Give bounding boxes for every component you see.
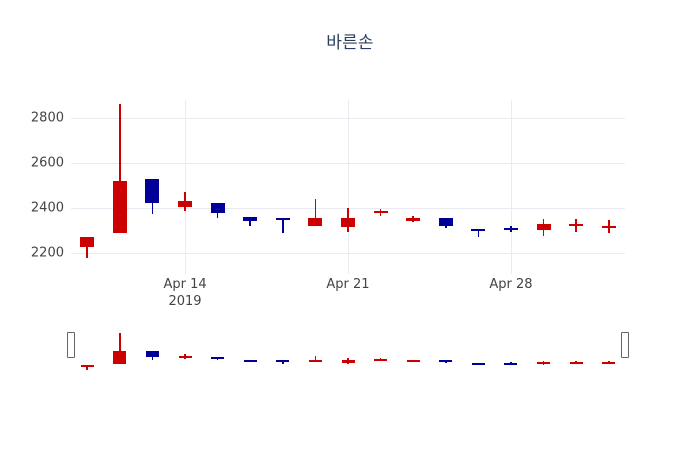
x-axis-tick-label: Apr 28 — [489, 277, 533, 292]
candlestick-bearish[interactable] — [210, 203, 225, 218]
y-axis-tick-label: 2200 — [30, 245, 64, 261]
candle-wick — [119, 333, 121, 365]
candlestick-bullish[interactable] — [373, 208, 388, 216]
candlestick-bearish[interactable] — [243, 216, 258, 226]
candlestick-bullish[interactable] — [569, 218, 584, 233]
candle-body — [504, 362, 518, 365]
candle-body — [276, 360, 290, 363]
candlestick-bullish[interactable] — [80, 236, 95, 259]
candle-body — [243, 216, 258, 222]
candle-body — [438, 217, 453, 226]
candlestick-bullish[interactable] — [308, 198, 323, 226]
candle-body — [113, 351, 127, 365]
candle-body — [308, 360, 322, 363]
range-end-handle[interactable] — [621, 332, 629, 358]
candlestick-bearish[interactable] — [471, 363, 485, 365]
candle-body — [145, 350, 159, 357]
candlestick-bullish[interactable] — [569, 360, 583, 364]
y-axis-tick-label: 2600 — [30, 155, 64, 171]
candle-body — [243, 360, 257, 362]
candlestick-bearish[interactable] — [275, 217, 290, 234]
candle-body — [537, 361, 551, 364]
candlestick-bullish[interactable] — [113, 333, 127, 365]
candle-body — [536, 224, 551, 231]
candle-body — [80, 236, 95, 247]
candlestick-bearish[interactable] — [438, 217, 453, 228]
candle-body — [503, 227, 518, 231]
candle-body — [112, 180, 127, 234]
candle-body — [601, 225, 616, 228]
candle-body — [602, 362, 616, 365]
candlestick-bullish[interactable] — [602, 360, 616, 365]
candle-wick — [314, 198, 317, 226]
candlestick-bullish[interactable] — [536, 218, 551, 236]
candlestick-bullish[interactable] — [537, 360, 551, 365]
candle-body — [210, 203, 225, 214]
candle-wick — [282, 217, 284, 234]
candlestick-bullish[interactable] — [341, 207, 355, 233]
candle-wick — [282, 360, 284, 365]
main-plot-area[interactable] — [71, 100, 625, 274]
chart-title: 바른손 — [326, 33, 374, 53]
gridline-vertical — [348, 100, 349, 274]
candlestick-bullish[interactable] — [112, 104, 127, 234]
candle-wick — [477, 228, 480, 237]
range-slider[interactable] — [67, 330, 629, 380]
candle-body — [439, 360, 453, 363]
candlestick-bearish[interactable] — [145, 350, 159, 360]
candlestick-bearish[interactable] — [503, 225, 518, 233]
y-axis-tick-label: 2400 — [30, 200, 64, 216]
candlestick-bullish[interactable] — [374, 358, 388, 361]
candlestick-bullish[interactable] — [178, 354, 192, 359]
candle-body — [341, 360, 355, 363]
candle-body — [211, 356, 225, 360]
candlestick-bearish[interactable] — [276, 360, 290, 365]
candle-body — [569, 224, 584, 227]
gridline-vertical — [185, 100, 187, 274]
candle-body — [80, 364, 94, 368]
candlestick-bullish[interactable] — [80, 364, 94, 371]
candle-wick — [249, 216, 252, 226]
candle-body — [406, 217, 421, 222]
range-slider-preview[interactable] — [71, 330, 625, 380]
x-axis-tick-label: Apr 14 2019 — [163, 277, 207, 309]
candle-wick — [119, 104, 121, 234]
candle-body — [341, 217, 355, 227]
candle-wick — [86, 236, 89, 259]
candle-body — [569, 361, 583, 364]
gridline-vertical — [510, 100, 512, 274]
candlestick-bearish[interactable] — [145, 178, 160, 215]
candle-body — [308, 217, 323, 226]
candle-body — [373, 211, 388, 214]
x-axis-tick-label: Apr 21 — [326, 277, 370, 292]
candlestick-bullish[interactable] — [601, 220, 616, 234]
candle-body — [471, 228, 486, 232]
candlestick-bullish[interactable] — [341, 357, 355, 364]
candlestick-bullish[interactable] — [178, 191, 193, 212]
candle-body — [145, 178, 160, 204]
candlestick-bearish[interactable] — [471, 228, 486, 237]
candle-body — [275, 217, 290, 220]
candlestick-bearish[interactable] — [211, 356, 225, 361]
candle-wick — [314, 355, 317, 363]
candle-body — [406, 360, 420, 363]
y-axis-tick-label: 2800 — [30, 110, 64, 126]
candle-body — [374, 358, 388, 361]
candlestick-bullish[interactable] — [308, 355, 322, 363]
candlestick-bullish[interactable] — [406, 359, 420, 363]
candlestick-bearish[interactable] — [243, 360, 257, 363]
candle-body — [471, 363, 485, 365]
candlestick-bearish[interactable] — [504, 362, 518, 365]
candle-body — [178, 200, 193, 207]
range-start-handle[interactable] — [67, 332, 75, 358]
candle-body — [178, 356, 192, 359]
candle-wick — [86, 364, 89, 371]
candlestick-bullish[interactable] — [406, 215, 421, 223]
candlestick-bearish[interactable] — [439, 360, 453, 363]
